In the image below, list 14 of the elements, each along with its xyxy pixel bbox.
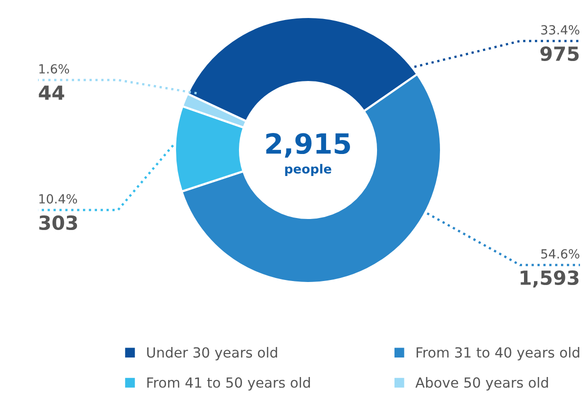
legend-label: Under 30 years old bbox=[147, 346, 278, 360]
legend-label: From 41 to 50 years old bbox=[147, 377, 310, 390]
text: 44 bbox=[38, 86, 64, 100]
legend-label: Above 50 years old bbox=[415, 377, 548, 390]
text: 975 bbox=[540, 46, 579, 62]
legend-label: From 31 to 40 years old bbox=[416, 346, 580, 360]
data-label: 1.6% bbox=[39, 64, 70, 74]
data-label: 54.6% bbox=[541, 249, 580, 259]
text: people bbox=[285, 164, 332, 176]
text: 2,915 bbox=[266, 133, 350, 158]
text: 303 bbox=[39, 215, 78, 230]
text: 1,593 bbox=[520, 270, 578, 288]
data-label: 33.4% bbox=[541, 25, 580, 35]
data-label: 10.4% bbox=[39, 194, 78, 204]
